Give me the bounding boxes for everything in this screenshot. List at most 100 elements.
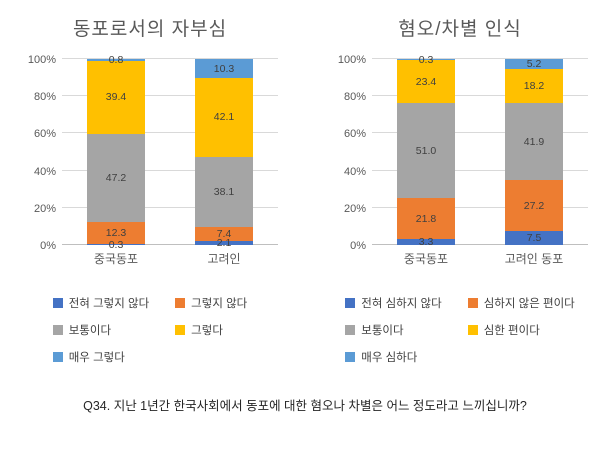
charts-row: 동포로서의 자부심 0% 20% 40% 60% 80% 100% 0.3 12.3 47.2 3… xyxy=(14,19,588,365)
segment-value-label: 0.8 xyxy=(108,53,124,66)
bar-segment: 2.1 xyxy=(195,237,253,249)
segment-value-label: 10.3 xyxy=(213,62,235,75)
stacked-bar: 7.5 27.2 41.9 18.2 5.2 xyxy=(505,57,563,245)
bar-segment: 3.3 xyxy=(397,235,455,248)
bar-segment: 0.3 xyxy=(87,239,145,251)
y-axis-tick: 100% xyxy=(337,54,366,66)
stacked-bar: 3.3 21.8 51.0 23.4 0.3 xyxy=(397,54,455,248)
gridline xyxy=(62,206,278,208)
legend-swatch xyxy=(52,298,63,308)
segment-value-label: 51.0 xyxy=(415,144,437,157)
bar-segment: 10.3 xyxy=(195,59,253,79)
gridline xyxy=(62,58,278,59)
chart-pride-title: 동포로서의 자부심 xyxy=(72,19,228,40)
category-label: 중국동포 xyxy=(93,252,139,266)
legend-swatch xyxy=(467,298,478,308)
segment-value-label: 12.3 xyxy=(105,227,127,240)
legend-swatch xyxy=(345,325,356,335)
gridline xyxy=(372,169,588,171)
legend-item: 그렇지 않다 xyxy=(175,295,247,311)
legend-item: 전혀 그렇지 않다 xyxy=(52,295,150,311)
segment-value-label: 3.3 xyxy=(418,235,434,248)
segment-value-label: 7.5 xyxy=(526,232,542,245)
bar-segment: 0.3 xyxy=(397,54,455,66)
legend-swatch xyxy=(345,298,356,308)
legend-item: 심하지 않은 편이다 xyxy=(467,295,575,311)
legend-item: 심한 편이다 xyxy=(467,322,575,338)
chart-pride-category-axis: 중국동포 고려인 xyxy=(62,250,278,267)
y-axis-tick: 40% xyxy=(343,165,366,178)
y-axis-tick: 60% xyxy=(343,128,366,141)
legend-label: 전혀 심하지 않다 xyxy=(361,298,442,310)
bar-segment: 12.3 xyxy=(87,221,145,245)
legend-item: 보통이다 xyxy=(52,322,149,338)
gridline xyxy=(372,58,588,59)
gridline xyxy=(372,206,588,208)
segment-value-label: 23.4 xyxy=(415,75,437,88)
y-axis-tick: 20% xyxy=(33,202,56,215)
legend-item: 전혀 심하지 않다 xyxy=(345,295,442,311)
legend-label: 심하지 않은 편이다 xyxy=(483,298,575,310)
segment-value-label: 38.1 xyxy=(213,185,235,198)
legend-label: 심한 편이다 xyxy=(483,325,540,337)
category-label: 중국동포 xyxy=(403,252,449,266)
legend-item: 매우 심하다 xyxy=(345,349,441,365)
y-axis-tick: 80% xyxy=(33,91,56,104)
legend-swatch xyxy=(467,325,478,335)
bar-segment: 0.8 xyxy=(87,54,145,66)
legend-swatch xyxy=(52,352,63,362)
legend-label: 그렇지 않다 xyxy=(191,298,248,310)
gridline xyxy=(372,132,588,134)
bars-group: 0.3 12.3 47.2 39.4 0.8 2.1 7.4 38.1 42.1 10.3 xyxy=(62,54,278,251)
legend-item: 매우 그렇다 xyxy=(52,349,149,365)
gridline xyxy=(62,95,278,97)
segment-value-label: 0.3 xyxy=(108,238,124,251)
legend-label: 그렇다 xyxy=(191,325,223,337)
category-label: 고려인 동포 xyxy=(504,252,564,266)
segment-value-label: 18.2 xyxy=(523,79,545,92)
bar-segment: 41.9 xyxy=(505,102,563,181)
y-axis-tick: 40% xyxy=(33,165,56,178)
segment-value-label: 0.3 xyxy=(418,53,434,66)
legend-label: 보통이다 xyxy=(361,325,404,337)
bar-segment: 39.4 xyxy=(87,60,145,134)
segment-value-label: 47.2 xyxy=(105,171,127,184)
chart-discrimination-category-axis: 중국동포 고려인 동포 xyxy=(372,250,588,267)
legend-swatch xyxy=(175,298,186,308)
y-axis-tick: 20% xyxy=(343,202,366,215)
y-axis-tick: 0% xyxy=(40,240,56,252)
bar-segment: 18.2 xyxy=(505,68,563,103)
segment-value-label: 27.2 xyxy=(523,199,545,212)
y-axis-tick: 0% xyxy=(350,240,366,252)
x-axis-line xyxy=(62,244,278,245)
bar-segment: 38.1 xyxy=(195,156,253,228)
bar-segment: 51.0 xyxy=(397,103,455,199)
legend-item: 그렇다 xyxy=(175,322,247,338)
y-axis-tick: 80% xyxy=(343,91,366,104)
bar-segment: 7.5 xyxy=(505,231,563,245)
gridline xyxy=(372,95,588,97)
chart-discrimination-plot-area: 0% 20% 40% 60% 80% 100% 3.3 21.8 51.0 23.4 0.3 7.5 2… xyxy=(338,54,588,252)
bar-segment: 42.1 xyxy=(195,78,253,157)
stacked-bar: 2.1 7.4 38.1 42.1 10.3 xyxy=(195,59,253,249)
segment-value-label: 42.1 xyxy=(213,111,235,124)
bars-group: 3.3 21.8 51.0 23.4 0.3 7.5 27.2 41.9 18.2 5.2 xyxy=(372,54,588,248)
legend-swatch xyxy=(52,325,63,335)
legend-label: 매우 심하다 xyxy=(361,352,418,364)
segment-value-label: 2.1 xyxy=(216,237,232,250)
question-caption: Q34. 지난 1년간 한국사회에서 동포에 대한 혐오나 차별은 어느 정도라… xyxy=(83,399,527,413)
gridline xyxy=(62,132,278,134)
segment-value-label: 41.9 xyxy=(523,135,545,148)
bar-segment: 21.8 xyxy=(397,198,455,239)
chart-pride-plot-area: 0% 20% 40% 60% 80% 100% 0.3 12.3 47.2 39.4 0.8 2.1 7… xyxy=(28,54,278,252)
y-axis-tick: 60% xyxy=(33,128,56,141)
legend-label: 전혀 그렇지 않다 xyxy=(68,298,150,310)
bar-segment: 47.2 xyxy=(87,133,145,222)
segment-value-label: 5.2 xyxy=(526,57,542,70)
bar-segment: 5.2 xyxy=(505,57,563,70)
legend-item: 보통이다 xyxy=(345,322,441,338)
legend-swatch xyxy=(345,352,356,362)
y-axis-tick: 100% xyxy=(27,54,56,66)
